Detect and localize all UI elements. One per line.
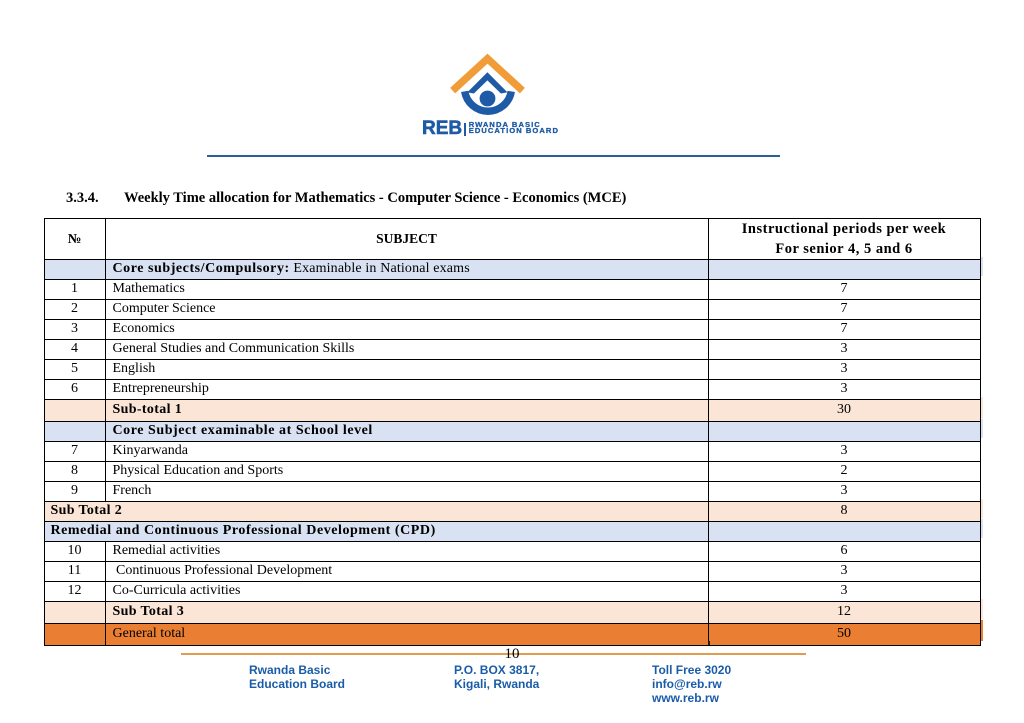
page-number: 10 — [504, 646, 520, 662]
footer-contact: Toll Free 3020 info@reb.rw www.reb.rw — [652, 663, 732, 705]
footer-rule — [181, 653, 806, 655]
section-label-rest: Examinable in National exams — [289, 261, 470, 276]
table-row: 11 Continuous Professional Development 3 — [43, 560, 981, 582]
table-row: 10 Remedial activities 6 — [43, 540, 981, 562]
section-number: 3.3.4. — [66, 189, 99, 206]
table-header-row: № SUBJECT Instructional periods per week… — [43, 217, 981, 260]
time-allocation-table: № SUBJECT Instructional periods per week… — [43, 217, 981, 646]
section-title-text: Weekly Time allocation for Mathematics -… — [124, 189, 627, 206]
header-rule — [207, 155, 780, 157]
grand-total-row: General total 50 — [43, 622, 981, 646]
header-periods: Instructional periods per week For senio… — [707, 217, 981, 260]
section-row: Core Subject examinable at School level — [43, 420, 981, 442]
table-row: 1 Mathematics 7 — [43, 278, 981, 300]
table-row: 2 Computer Science 7 — [43, 298, 981, 320]
table-row: 7 Kinyarwanda 3 — [43, 440, 981, 462]
reb-logo-text: REB RWANDA BASIC EDUCATION BOARD — [422, 117, 559, 139]
table-row: 5 English 3 — [43, 358, 981, 380]
section-label-bold: Core Subject examinable at School level — [112, 423, 373, 438]
header-subject: SUBJECT — [104, 217, 709, 260]
footer-address: P.O. BOX 3817, Kigali, Rwanda — [454, 663, 540, 691]
section-row: Core subjects/Compulsory: Examinable in … — [43, 258, 981, 280]
subtotal-row: Sub Total 2 8 — [43, 500, 981, 522]
section-label-bold: Core subjects/Compulsory: — [112, 261, 290, 276]
table-bottom-tick — [708, 641, 710, 645]
table-row: 12 Co-Curricula activities 3 — [43, 580, 981, 602]
logo-acronym: REB — [422, 117, 463, 139]
table-row: 6 Entrepreneurship 3 — [43, 378, 981, 400]
logo-org-line2: EDUCATION BOARD — [468, 126, 559, 136]
footer-org: Rwanda Basic Education Board — [249, 663, 346, 691]
reb-logo-icon — [450, 53, 525, 115]
section-title: 3.3.4. Weekly Time allocation for Mathema… — [66, 190, 626, 207]
section-row: Remedial and Continuous Professional Dev… — [43, 520, 981, 542]
logo-divider — [464, 122, 467, 136]
table-row: 3 Economics 7 — [43, 318, 981, 340]
subtotal-row: Sub Total 3 12 — [43, 600, 981, 624]
table-row: 4 General Studies and Communication Skil… — [43, 338, 981, 360]
subtotal-row: Sub-total 1 30 — [43, 398, 981, 422]
header-periods-line2: For senior 4, 5 and 6 — [775, 240, 913, 257]
header-no: № — [43, 217, 106, 260]
table-row: 9 French 3 — [43, 480, 981, 502]
header-periods-line1: Instructional periods per week — [741, 220, 947, 237]
logo-org-line1: RWANDA BASIC — [468, 119, 541, 129]
table-row: 8 Physical Education and Sports 2 — [43, 460, 981, 482]
